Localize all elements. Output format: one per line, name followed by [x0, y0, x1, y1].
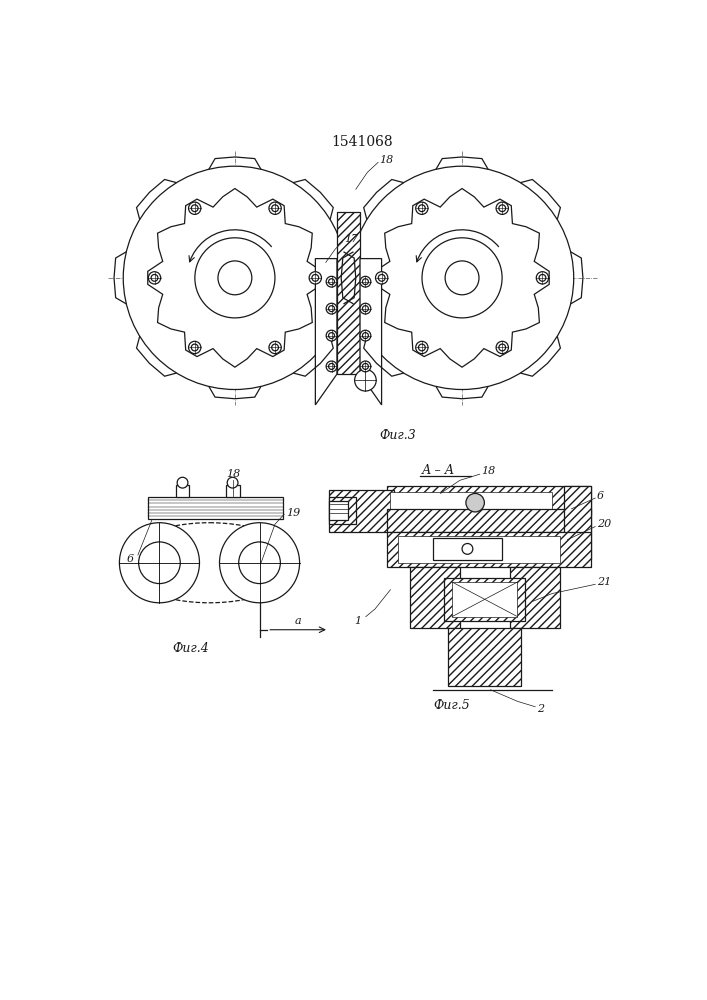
- Circle shape: [192, 205, 198, 212]
- Circle shape: [329, 333, 334, 339]
- Circle shape: [148, 272, 160, 284]
- Polygon shape: [375, 189, 549, 367]
- Circle shape: [499, 205, 506, 212]
- Ellipse shape: [121, 523, 298, 603]
- Text: Фиг.5: Фиг.5: [433, 699, 470, 712]
- Circle shape: [360, 330, 370, 341]
- Circle shape: [329, 363, 334, 369]
- Circle shape: [375, 272, 388, 284]
- Circle shape: [326, 276, 337, 287]
- Circle shape: [312, 274, 319, 281]
- Circle shape: [309, 272, 322, 284]
- Circle shape: [139, 542, 180, 584]
- Circle shape: [271, 205, 279, 212]
- Circle shape: [218, 261, 252, 295]
- Bar: [329, 501, 348, 520]
- Bar: [390, 492, 552, 509]
- Circle shape: [351, 166, 573, 389]
- Circle shape: [329, 306, 334, 312]
- Circle shape: [496, 202, 508, 214]
- Text: a: a: [295, 615, 301, 626]
- Text: 2: 2: [537, 704, 544, 714]
- Text: 6: 6: [597, 491, 604, 501]
- Text: А – А: А – А: [421, 464, 455, 477]
- Circle shape: [416, 202, 428, 214]
- Circle shape: [326, 330, 337, 341]
- Circle shape: [537, 272, 549, 284]
- Text: Фиг.4: Фиг.4: [172, 642, 209, 655]
- Bar: [148, 497, 283, 519]
- Circle shape: [419, 344, 425, 351]
- Circle shape: [269, 202, 281, 214]
- Circle shape: [355, 369, 376, 391]
- Circle shape: [496, 341, 508, 354]
- Circle shape: [354, 170, 571, 386]
- Bar: [329, 497, 356, 524]
- Circle shape: [419, 205, 425, 212]
- Circle shape: [119, 523, 199, 603]
- Text: 20: 20: [597, 519, 611, 529]
- Text: 19: 19: [286, 508, 300, 518]
- Polygon shape: [315, 259, 337, 405]
- Circle shape: [271, 344, 279, 351]
- Circle shape: [189, 202, 201, 214]
- Bar: [387, 486, 590, 515]
- Text: 1541068: 1541068: [331, 135, 393, 149]
- Bar: [226, 485, 240, 497]
- Circle shape: [127, 170, 343, 386]
- Circle shape: [499, 344, 506, 351]
- Bar: [398, 536, 560, 563]
- Circle shape: [192, 344, 198, 351]
- Circle shape: [195, 238, 275, 318]
- Circle shape: [363, 279, 368, 285]
- Circle shape: [539, 274, 546, 281]
- Circle shape: [329, 279, 334, 285]
- Bar: [433, 538, 502, 560]
- Text: 18: 18: [226, 469, 240, 479]
- Circle shape: [227, 477, 238, 488]
- Text: 6: 6: [127, 554, 134, 564]
- Bar: [387, 509, 590, 532]
- Text: 18: 18: [379, 155, 393, 165]
- Polygon shape: [148, 189, 322, 367]
- Text: 21: 21: [597, 577, 611, 587]
- Circle shape: [416, 341, 428, 354]
- Bar: [452, 582, 518, 617]
- Bar: [444, 578, 525, 620]
- Bar: [337, 212, 360, 374]
- Text: 17: 17: [344, 234, 358, 244]
- Circle shape: [219, 523, 300, 603]
- Bar: [448, 628, 521, 686]
- Bar: [175, 485, 189, 497]
- Circle shape: [363, 306, 368, 312]
- Text: 18: 18: [481, 466, 496, 476]
- Circle shape: [189, 341, 201, 354]
- Circle shape: [123, 166, 346, 389]
- Circle shape: [360, 361, 370, 372]
- Circle shape: [422, 238, 502, 318]
- Circle shape: [363, 363, 368, 369]
- Circle shape: [326, 303, 337, 314]
- Circle shape: [360, 303, 370, 314]
- Circle shape: [326, 361, 337, 372]
- Circle shape: [177, 477, 188, 488]
- Circle shape: [445, 261, 479, 295]
- Circle shape: [378, 274, 385, 281]
- Polygon shape: [360, 259, 382, 405]
- Circle shape: [239, 542, 281, 584]
- Bar: [510, 567, 560, 628]
- Circle shape: [462, 544, 473, 554]
- Circle shape: [466, 493, 484, 512]
- Circle shape: [269, 341, 281, 354]
- Bar: [329, 490, 395, 532]
- Bar: [563, 486, 590, 559]
- Circle shape: [151, 274, 158, 281]
- Circle shape: [363, 333, 368, 339]
- Bar: [387, 532, 590, 567]
- Bar: [409, 567, 460, 628]
- Text: Фиг.3: Фиг.3: [379, 429, 416, 442]
- Circle shape: [360, 276, 370, 287]
- Text: 1: 1: [354, 615, 362, 626]
